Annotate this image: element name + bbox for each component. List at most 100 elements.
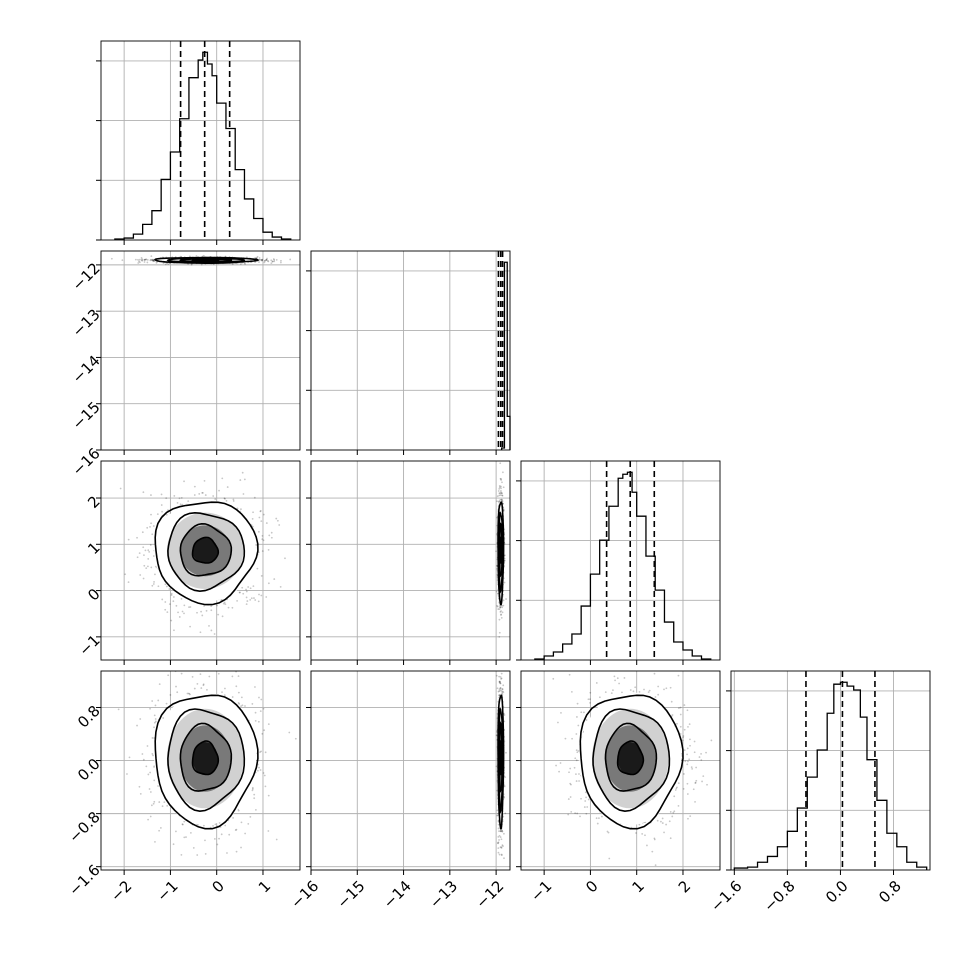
panel-frame <box>100 460 301 661</box>
sample-point <box>498 501 501 503</box>
sample-point <box>497 851 500 854</box>
sample-point <box>496 516 498 519</box>
sample-point <box>156 513 159 515</box>
density-layer <box>552 640 713 867</box>
sample-point <box>577 724 580 727</box>
sample-point <box>146 526 149 529</box>
sample-point <box>200 263 203 266</box>
sample-point <box>141 531 144 534</box>
sample-point <box>261 259 263 262</box>
contour-line <box>179 522 233 577</box>
sample-point <box>501 500 504 502</box>
sample-point <box>665 823 668 826</box>
sample-point <box>152 525 155 527</box>
sample-point <box>275 258 278 261</box>
sample-point <box>232 498 235 501</box>
sample-point <box>596 822 599 825</box>
sample-point <box>498 484 501 487</box>
sample-point <box>687 760 689 763</box>
sample-point <box>653 838 656 841</box>
sample-point <box>686 782 689 785</box>
sample-point <box>499 682 502 685</box>
sample-point <box>273 260 276 263</box>
sample-point <box>162 717 165 719</box>
sample-point <box>141 259 144 262</box>
sample-point <box>276 519 279 522</box>
sample-point <box>496 495 499 498</box>
sample-point <box>221 691 223 693</box>
sample-point <box>142 758 145 761</box>
x-tick-label: −14 <box>380 877 415 912</box>
sample-point <box>499 611 502 613</box>
sample-point <box>499 689 502 692</box>
sample-point <box>150 566 153 569</box>
x-tick-label: −2 <box>107 877 135 905</box>
x-tick-label: 2 <box>675 877 694 896</box>
sample-point <box>579 815 581 818</box>
sample-point <box>496 687 499 690</box>
sample-point <box>152 754 154 757</box>
sample-point <box>202 491 204 494</box>
sample-point <box>193 687 196 690</box>
sample-point <box>654 864 657 867</box>
sample-point <box>595 817 598 820</box>
sample-point <box>701 780 703 783</box>
sample-point <box>235 850 238 853</box>
sample-point <box>149 707 151 710</box>
sample-point <box>497 841 500 844</box>
sample-point <box>669 686 672 689</box>
sample-point <box>214 823 217 826</box>
sample-point <box>673 795 676 798</box>
sample-point <box>567 813 570 816</box>
sample-point <box>179 503 182 506</box>
sample-point <box>172 596 175 598</box>
sample-point <box>284 557 286 560</box>
sample-point <box>672 811 675 814</box>
sample-point <box>256 255 259 258</box>
sample-point <box>706 783 708 786</box>
sample-point <box>676 722 678 725</box>
sample-point <box>498 830 500 833</box>
sample-point <box>294 737 297 740</box>
x-tick-label: 1 <box>629 877 648 896</box>
sample-point <box>210 605 213 608</box>
contour-line <box>497 694 505 830</box>
sample-point <box>595 682 598 684</box>
sample-point <box>270 531 273 534</box>
sample-point <box>200 610 202 613</box>
sample-point <box>181 610 184 613</box>
x-tick-label: −0.8 <box>760 877 798 915</box>
sample-point <box>261 258 264 261</box>
sample-point <box>150 513 152 516</box>
contour-line <box>604 722 658 792</box>
sample-point <box>625 640 627 642</box>
sample-point <box>587 798 590 801</box>
sample-point <box>264 259 266 262</box>
sample-point <box>238 591 241 594</box>
sample-point <box>695 766 698 769</box>
sample-point <box>180 597 183 600</box>
sample-point <box>188 693 191 695</box>
sample-point <box>254 599 257 601</box>
sample-point <box>501 844 504 847</box>
x-tick-label: −12 <box>472 877 507 912</box>
sample-point <box>143 258 146 261</box>
histogram-p0 <box>114 51 292 240</box>
sample-point <box>240 821 243 824</box>
sample-point <box>576 812 579 815</box>
joint-panel-p0-p3: −2 −1 0 1−1.6−0.80.00.8 <box>65 670 301 905</box>
sample-point <box>240 508 242 511</box>
grid-lines <box>101 251 300 451</box>
y-tick-label: −1 <box>75 631 103 659</box>
sample-point <box>689 744 691 747</box>
sample-point <box>251 789 254 792</box>
sample-point <box>254 257 257 259</box>
histogram-p3 <box>733 681 928 870</box>
sample-point <box>154 718 157 720</box>
sample-point <box>183 836 186 839</box>
sample-point <box>679 733 682 735</box>
sample-point <box>253 597 255 599</box>
sample-point <box>201 491 204 494</box>
